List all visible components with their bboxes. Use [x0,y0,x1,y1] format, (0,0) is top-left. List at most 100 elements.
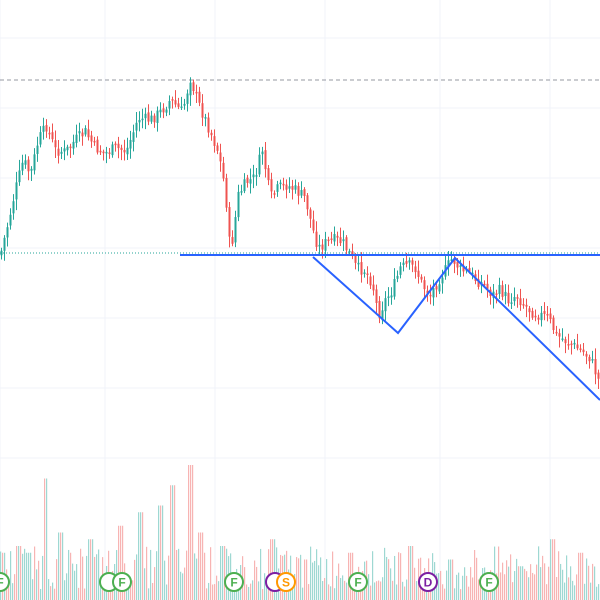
candle-body [90,135,93,142]
candle-body [537,317,540,320]
event-marker-earnings[interactable]: F [479,572,499,592]
candle-body [546,314,549,316]
candle-body [528,308,531,313]
candle-body [573,342,576,345]
volume-bar [96,554,98,600]
candle-body [99,150,102,153]
volume-bar [74,570,76,600]
event-marker-earnings[interactable]: F [112,572,132,592]
candle-body [36,145,39,154]
candle-body [513,297,516,302]
volume-bar [356,587,358,600]
volume-bar [578,552,580,600]
volume-bar [332,551,334,600]
volume-bar [158,505,160,600]
volume-bar [372,551,374,600]
volume-bar [50,586,52,600]
candle-body [183,103,186,106]
event-marker-dividend[interactable]: D [418,572,438,592]
candle-body [510,302,513,304]
candle-body [27,159,30,172]
candle-body [30,168,33,171]
volume-bar [370,585,372,600]
candle-body [234,217,237,243]
candle-body [414,266,417,273]
candle-body [75,134,78,144]
volume-bar [218,581,220,600]
volume-bar [222,546,224,600]
event-marker-earnings[interactable]: F [224,572,244,592]
volume-bar [66,573,68,600]
candle-body [270,179,273,192]
volume-bar [564,582,566,600]
event-marker-earnings[interactable]: F [0,572,10,592]
candle-body [459,265,462,267]
candle-body [390,295,393,298]
volume-bar [14,574,16,600]
volume-bar [26,552,28,600]
volume-bar [582,552,584,600]
candle-body [321,244,324,250]
volume-bar [396,584,398,600]
volume-bar [478,579,480,600]
candle-body [0,250,3,256]
candle-body [231,237,234,244]
candle-body [399,266,402,275]
volume-bar [450,559,452,600]
volume-bar [524,568,526,600]
volume-bar [504,574,506,600]
volume-bar [310,546,312,600]
candle-body [162,108,165,113]
volume-bar [58,532,60,600]
volume-bar [592,563,594,600]
volume-bar [34,546,36,600]
volume-bar [548,566,550,600]
volume-bar [384,547,386,600]
volume-bar [68,549,70,600]
candle-body [330,238,333,241]
candle-body [12,201,15,214]
volume-bar [76,564,78,600]
volume-bar [170,485,172,600]
candle-body [33,154,36,171]
candle-body [450,259,453,261]
volume-bar [172,485,174,600]
volume-bar [78,587,80,600]
event-marker-split[interactable]: S [276,572,296,592]
pattern-drawings[interactable] [180,254,600,401]
volume-bar [466,575,468,600]
volume-bar [454,588,456,600]
event-markers[interactable]: FFFSFDF [0,572,499,592]
candle-body [267,168,270,181]
event-marker-circle [224,572,244,592]
volume-bar [324,578,326,600]
double-bottom-pattern-line[interactable] [312,256,600,401]
candle-body [570,343,573,346]
candle-body [60,151,63,154]
candle-body [555,331,558,334]
candle-body [72,141,75,149]
candle-body [42,125,45,132]
volume-bar [322,581,324,600]
volume-bar [412,546,414,600]
volume-bar [244,567,246,600]
event-marker-earnings[interactable]: F [348,572,368,592]
candle-body [564,339,567,344]
volume-bar [540,567,542,600]
volume-bar [346,582,348,600]
volume-bar [330,586,332,600]
volume-bar [130,582,132,600]
volume-bar [156,551,158,600]
candle-body [351,251,354,257]
volume-bar [498,546,500,600]
candle-body [174,100,177,105]
volume-bar [164,560,166,600]
candle-body [387,296,390,298]
volume-bar [416,581,418,600]
candle-body [6,227,9,238]
volume-bar [250,583,252,600]
candle-body [66,146,69,151]
volume-bar [188,465,190,600]
